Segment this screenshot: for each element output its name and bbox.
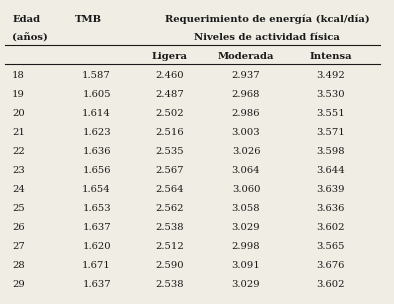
Text: 3.060: 3.060 xyxy=(232,185,260,194)
Text: 2.535: 2.535 xyxy=(155,147,184,156)
Text: 2.538: 2.538 xyxy=(155,223,184,232)
Text: Edad: Edad xyxy=(12,15,40,23)
Text: Niveles de actividad física: Niveles de actividad física xyxy=(194,33,340,43)
Text: 3.598: 3.598 xyxy=(316,147,345,156)
Text: Moderada: Moderada xyxy=(218,52,274,61)
Text: 3.064: 3.064 xyxy=(232,166,260,175)
Text: TMB: TMB xyxy=(75,15,102,23)
Text: 1.605: 1.605 xyxy=(82,90,111,99)
Text: 3.565: 3.565 xyxy=(316,242,345,251)
Text: 27: 27 xyxy=(12,242,25,251)
Text: 2.567: 2.567 xyxy=(155,166,184,175)
Text: 3.676: 3.676 xyxy=(316,261,345,270)
Text: 19: 19 xyxy=(12,90,25,99)
Text: 1.587: 1.587 xyxy=(82,71,111,80)
Text: 3.058: 3.058 xyxy=(232,204,260,213)
Text: 3.602: 3.602 xyxy=(316,280,345,289)
Text: 2.564: 2.564 xyxy=(155,185,184,194)
Text: 1.637: 1.637 xyxy=(82,223,111,232)
Text: 21: 21 xyxy=(12,128,25,137)
Text: Requerimiento de energía (kcal/día): Requerimiento de energía (kcal/día) xyxy=(165,14,370,24)
Text: 3.029: 3.029 xyxy=(232,280,260,289)
Text: 3.639: 3.639 xyxy=(316,185,345,194)
Text: 1.637: 1.637 xyxy=(82,280,111,289)
Text: 2.538: 2.538 xyxy=(155,280,184,289)
Text: 1.614: 1.614 xyxy=(82,109,111,118)
Text: 3.003: 3.003 xyxy=(232,128,260,137)
Text: 28: 28 xyxy=(12,261,25,270)
Text: 20: 20 xyxy=(12,109,25,118)
Text: 23: 23 xyxy=(12,166,25,175)
Text: 3.571: 3.571 xyxy=(316,128,345,137)
Text: 3.492: 3.492 xyxy=(316,71,345,80)
Text: 2.590: 2.590 xyxy=(155,261,184,270)
Text: 2.937: 2.937 xyxy=(232,71,260,80)
Text: 3.636: 3.636 xyxy=(316,204,345,213)
Text: 1.671: 1.671 xyxy=(82,261,111,270)
Text: 3.602: 3.602 xyxy=(316,223,345,232)
Text: 1.623: 1.623 xyxy=(82,128,111,137)
Text: 3.551: 3.551 xyxy=(316,109,345,118)
Text: Intensa: Intensa xyxy=(309,52,352,61)
Text: 1.620: 1.620 xyxy=(82,242,111,251)
Text: 3.029: 3.029 xyxy=(232,223,260,232)
Text: 1.636: 1.636 xyxy=(82,147,111,156)
Text: 2.562: 2.562 xyxy=(155,204,184,213)
Text: 18: 18 xyxy=(12,71,25,80)
Text: 1.654: 1.654 xyxy=(82,185,111,194)
Text: 2.487: 2.487 xyxy=(155,90,184,99)
Text: 2.460: 2.460 xyxy=(155,71,184,80)
Text: 2.502: 2.502 xyxy=(155,109,184,118)
Text: 22: 22 xyxy=(12,147,25,156)
Text: 26: 26 xyxy=(12,223,25,232)
Text: 25: 25 xyxy=(12,204,25,213)
Text: 3.091: 3.091 xyxy=(232,261,260,270)
Text: 2.968: 2.968 xyxy=(232,90,260,99)
Text: 2.986: 2.986 xyxy=(232,109,260,118)
Text: 24: 24 xyxy=(12,185,25,194)
Text: 3.644: 3.644 xyxy=(316,166,345,175)
Text: 1.653: 1.653 xyxy=(82,204,111,213)
Text: 29: 29 xyxy=(12,280,25,289)
Text: 2.998: 2.998 xyxy=(232,242,260,251)
Text: 3.026: 3.026 xyxy=(232,147,260,156)
Text: 1.656: 1.656 xyxy=(82,166,111,175)
Text: 2.516: 2.516 xyxy=(155,128,184,137)
Text: (años): (años) xyxy=(12,33,48,43)
Text: 2.512: 2.512 xyxy=(155,242,184,251)
Text: 3.530: 3.530 xyxy=(316,90,345,99)
Text: Ligera: Ligera xyxy=(151,52,188,61)
